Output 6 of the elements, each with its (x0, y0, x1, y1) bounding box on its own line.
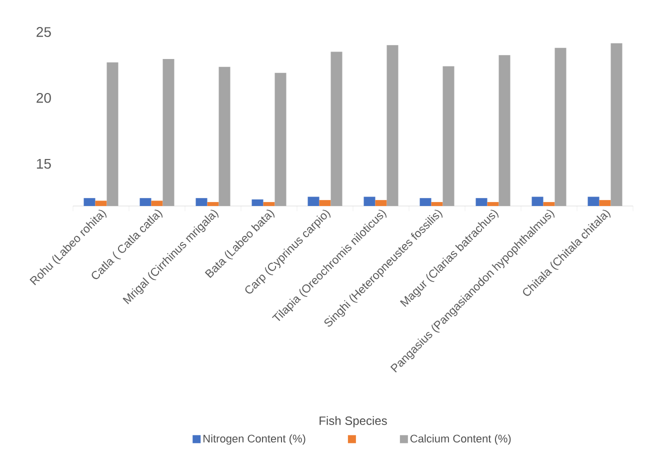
legend-label: Nitrogen Content (%) (204, 434, 306, 445)
legend-label: Calcium Content (%) (410, 434, 511, 445)
y-tick-label: 20 (36, 92, 51, 103)
y-tick-label: 25 (36, 27, 51, 37)
y-tick-label: 15 (36, 158, 51, 169)
x-axis-title: Fish Species (320, 416, 387, 428)
